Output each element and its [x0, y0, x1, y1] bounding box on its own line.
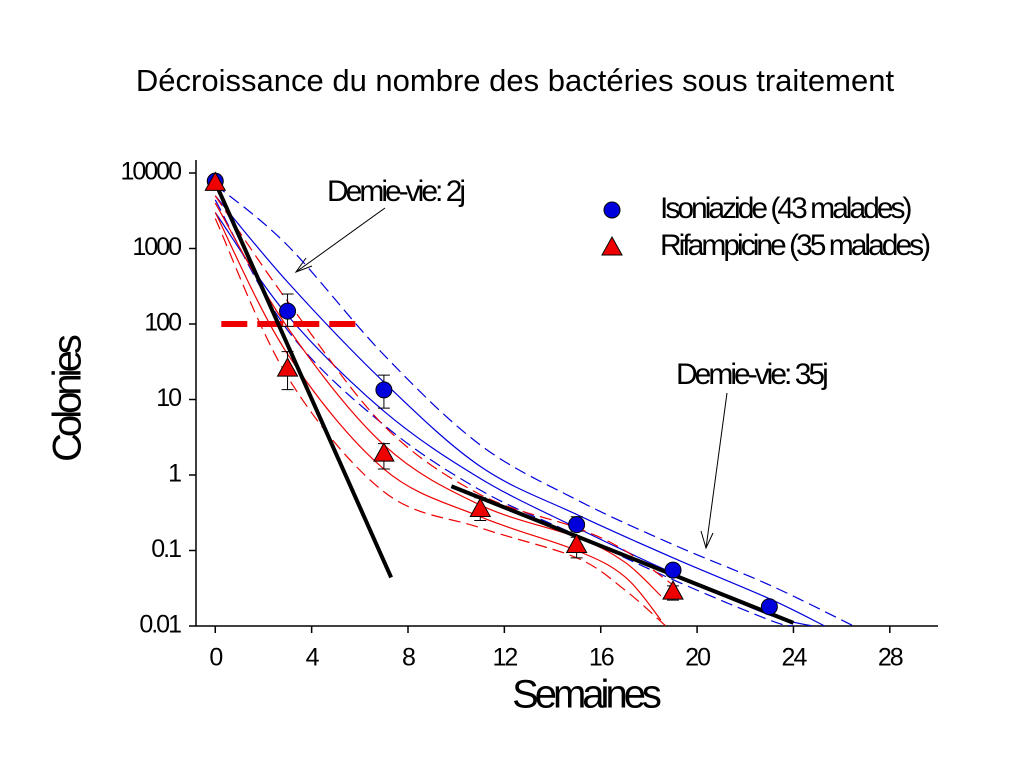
data-point [662, 580, 684, 600]
y-tick-label: 10000 [120, 158, 181, 186]
data-point [760, 598, 778, 616]
data-point [279, 302, 297, 320]
fit-line [213, 181, 393, 579]
data-point [375, 381, 393, 399]
confidence-band [214, 195, 826, 626]
x-tick-label: 0 [209, 644, 222, 672]
x-tick-label: 24 [782, 644, 808, 672]
annotation: Demie-vie: 35j [676, 358, 827, 391]
data-point [568, 516, 586, 534]
legend-label: Rifampicine (35 malades) [660, 229, 930, 262]
y-axis-label: Colonies [46, 335, 90, 462]
confidence-band [214, 195, 674, 586]
x-tick-label: 28 [878, 644, 903, 672]
y-tick-label: 10 [156, 384, 181, 412]
y-tick-label: 0.1 [151, 535, 181, 563]
chart-title: Décroissance du nombre des bactéries sou… [136, 63, 895, 98]
confidence-band [214, 218, 667, 626]
y-tick-label: 100 [144, 309, 181, 337]
x-tick-label: 16 [589, 644, 614, 672]
arrow-head [294, 257, 313, 274]
annotation-arrow [705, 392, 728, 549]
confidence-band [214, 212, 662, 621]
data-point [664, 561, 682, 579]
x-tick-label: 20 [685, 644, 710, 672]
data-point [469, 497, 492, 517]
x-tick-label: 8 [402, 644, 415, 672]
data-point [204, 171, 227, 191]
legend-label: Isoniazide (43 malades) [660, 192, 912, 225]
fit-line [450, 484, 795, 625]
legend-marker [603, 201, 621, 219]
arrow-head [700, 530, 714, 550]
annotation-arrow [295, 207, 386, 273]
data-point [373, 442, 395, 462]
y-tick-label: 1000 [132, 233, 181, 261]
x-tick-label: 12 [492, 644, 517, 672]
x-tick-label: 4 [306, 644, 320, 672]
x-axis-label: Semaines [512, 673, 661, 717]
y-tick-label: 0.01 [139, 611, 181, 639]
confidence-band [214, 202, 662, 597]
annotation: Demie-vie: 2j [327, 175, 464, 208]
confidence-band [214, 184, 854, 626]
legend-marker [601, 235, 623, 256]
data-point [276, 357, 299, 377]
y-tick-label: 1 [168, 460, 181, 488]
data-point [565, 533, 588, 554]
confidence-band [214, 199, 794, 626]
